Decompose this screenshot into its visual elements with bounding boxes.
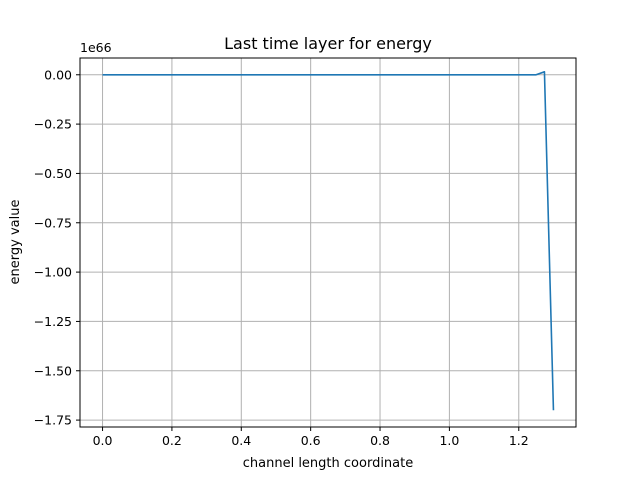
x-axis-ticks: 0.0 0.2 0.4 0.6 0.8 1.0 1.2	[93, 427, 529, 448]
y-tick-label: −0.25	[34, 117, 72, 132]
series-line	[102, 71, 555, 411]
y-tick-label: 0.00	[44, 67, 72, 82]
chart-title: Last time layer for energy	[224, 34, 432, 53]
y-tick-label: −1.50	[34, 363, 72, 378]
grid-lines	[80, 58, 576, 427]
y-tick-label: −1.75	[34, 413, 72, 428]
x-tick-label: 0.6	[301, 433, 321, 448]
y-tick-label: −1.25	[34, 314, 72, 329]
x-tick-label: 1.2	[509, 433, 529, 448]
y-tick-label: −0.50	[34, 166, 72, 181]
x-tick-label: 0.0	[93, 433, 113, 448]
series-layer	[102, 71, 555, 411]
y-axis-ticks: 0.00 −0.25 −0.50 −0.75 −1.00 −1.25 −1.50 −1.75	[34, 67, 80, 428]
plot-area-frame	[79, 57, 577, 428]
x-axis-label: channel length coordinate	[243, 456, 413, 471]
x-tick-label: 0.8	[370, 433, 390, 448]
x-tick-label: 1.0	[439, 433, 459, 448]
y-axis-offset-label: 1e66	[80, 40, 112, 55]
y-tick-label: −1.00	[34, 265, 72, 280]
y-axis-label: energy value	[8, 200, 23, 285]
x-tick-label: 0.2	[162, 433, 182, 448]
y-tick-label: −0.75	[34, 215, 72, 230]
x-tick-label: 0.4	[231, 433, 251, 448]
